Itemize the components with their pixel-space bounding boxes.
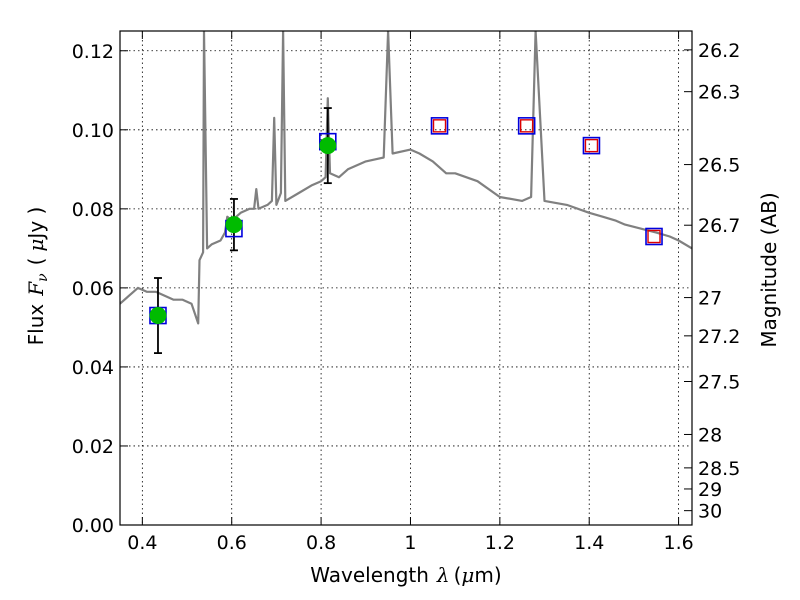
x-axis-unit-rest: m): [474, 563, 501, 587]
y2-axis-title: Magnitude (AB): [757, 192, 781, 347]
y2-tick-label: 30: [698, 501, 722, 523]
y-axis-symbol-sub: ν: [35, 273, 51, 282]
plot-frame: [119, 30, 693, 526]
x-axis-symbol: λ: [436, 563, 450, 587]
y-axis-symbol: F: [24, 281, 48, 297]
y-axis-unit-open: (: [24, 258, 48, 266]
predicted-photometry-square: [432, 119, 447, 133]
observed-photometry-point: [319, 137, 337, 155]
y2-tick-label: 27: [698, 288, 722, 310]
y2-tick-label: 26.5: [698, 155, 740, 177]
x-tick-label: 1.4: [574, 532, 604, 554]
model-spectrum-line: [120, 31, 692, 325]
y-axis-unit-mu: μ: [24, 239, 48, 252]
y2-tick-label: 29: [698, 479, 722, 501]
x-axis-title: Wavelength λ (μm): [310, 563, 501, 587]
y2-tick-label: 27.5: [698, 372, 740, 394]
y2-tick-label: 26.3: [698, 82, 740, 104]
y2-tick-label: 28: [698, 424, 722, 446]
y-tick-label: 0.02: [72, 436, 114, 458]
y2-tick-label: 27.2: [698, 326, 740, 348]
y-tick-label: 0.12: [72, 41, 114, 63]
predicted-photometry-square: [584, 138, 599, 153]
y2-tick-label: 26.2: [698, 40, 740, 62]
x-tick-label: 0.8: [306, 532, 336, 554]
x-tick-label: 0.6: [217, 532, 247, 554]
model-photometry-square: [645, 227, 663, 246]
x-axis-label: Wavelength: [310, 563, 429, 587]
x-axis-unit-open: (: [454, 563, 462, 587]
x-tick-label: 1.2: [485, 532, 515, 554]
axes-ticks: 0.4 0.6 0.8 1 1.2 1.4 1.6 0.00 0.02 0.04 0.06 0.08 0…: [72, 31, 740, 554]
x-axis-unit-mu: μ: [461, 563, 474, 587]
model-photometry-square: [430, 117, 449, 135]
x-tick-label: 0.4: [127, 532, 157, 554]
y2-tick-label: 26.7: [698, 215, 740, 237]
y-tick-label: 0.06: [72, 278, 114, 300]
y-tick-label: 0.04: [72, 357, 114, 379]
model-photometry-square: [517, 117, 536, 135]
x-tick-label: 1.6: [663, 532, 693, 554]
predicted-photometry-square: [647, 229, 661, 244]
predicted-photometry-square: [519, 119, 534, 133]
y-axis-title: Flux Fν ( μJy ): [24, 207, 51, 346]
x-tick-label: 1: [404, 532, 416, 554]
y-tick-label: 0.00: [72, 515, 114, 537]
y-tick-label: 0.10: [72, 120, 114, 142]
plot-area: [120, 31, 692, 354]
y-tick-label: 0.08: [72, 199, 114, 221]
observed-photometry-point: [225, 216, 243, 234]
model-photometry-square: [582, 136, 601, 155]
y2-tick-label: 28.5: [698, 458, 740, 480]
y-axis-unit-rest: Jy ): [24, 207, 48, 241]
observed-photometry-point: [149, 307, 167, 325]
y-axis-label: Flux: [24, 304, 48, 346]
